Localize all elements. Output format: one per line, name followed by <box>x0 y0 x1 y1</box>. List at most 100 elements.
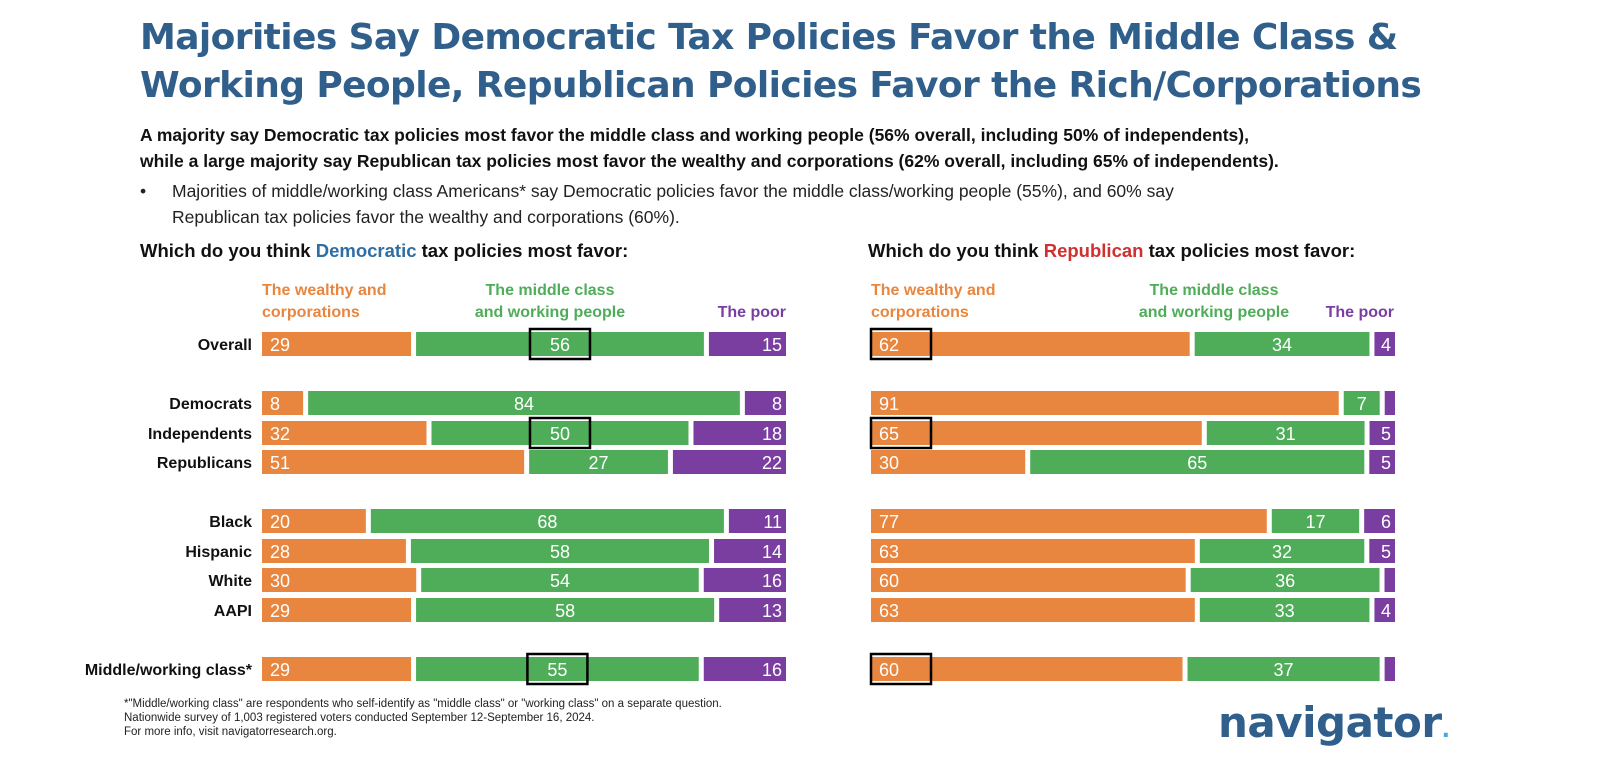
bullet-marker: • <box>140 181 147 201</box>
category-label-independents: Independents <box>148 426 252 443</box>
rep-legend-middle-line1: The middle class <box>1149 282 1279 299</box>
rep-bar-white-the-middle-class-and-working-people <box>1190 568 1380 592</box>
rep-value-overall-the-wealthy-and-corporations: 62 <box>879 335 899 355</box>
subtitle: A majority say Democratic tax policies m… <box>140 122 1560 174</box>
dem-legend-middle-line2: and working people <box>474 304 626 321</box>
rep-bar-democrats-the-wealthy-and-corporations <box>871 391 1339 415</box>
dem-value-independents-the-poor: 18 <box>762 424 782 444</box>
title-line-2: Working People, Republican Policies Favo… <box>140 65 1422 106</box>
footnote-line-1: *"Middle/working class" are respondents … <box>124 698 722 710</box>
dem-bar-overall-the-poor <box>708 332 786 356</box>
rep-bar-democrats-the-middle-class-and-working-people <box>1343 391 1380 415</box>
dem-bar-black-the-middle-class-and-working-people <box>370 509 724 533</box>
dem-bar-democrats-the-poor <box>744 391 786 415</box>
rep-value-white-the-middle-class-and-working-people: 36 <box>1275 571 1295 591</box>
rep-bar-overall-the-middle-class-and-working-people <box>1194 332 1370 356</box>
dem-bar-overall-the-wealthy-and-corporations <box>262 332 412 356</box>
rep-bar-middle-working-class-the-wealthy-and-corporations <box>871 657 1183 681</box>
dem-bar-aapi-the-middle-class-and-working-people <box>416 598 715 622</box>
dem-legend-wealthy: The wealthy and corporations <box>262 280 386 324</box>
page-title: Majorities Say Democratic Tax Policies F… <box>140 14 1560 110</box>
category-label-republicans: Republicans <box>157 455 252 472</box>
rep-legend-wealthy: The wealthy and corporations <box>871 280 995 324</box>
dem-bar-hispanic-the-middle-class-and-working-people <box>410 539 710 563</box>
rep-value-republicans-the-poor: 5 <box>1381 453 1391 473</box>
democratic-panel-title: Which do you think Democratic tax polici… <box>140 240 628 262</box>
category-label-white: White <box>208 573 252 590</box>
rep-bar-white-the-poor <box>1384 568 1395 592</box>
rep-bar-republicans-the-poor <box>1369 450 1395 474</box>
dem-highlight-box-overall <box>528 327 592 361</box>
rep-bar-black-the-wealthy-and-corporations <box>871 509 1267 533</box>
bullet-line-2: Republican tax policies favor the wealth… <box>172 207 680 227</box>
category-label-hispanic: Hispanic <box>185 544 252 561</box>
dem-value-republicans-the-wealthy-and-corporations: 51 <box>270 453 290 473</box>
dem-value-white-the-middle-class-and-working-people: 54 <box>550 571 570 591</box>
category-label-democrats: Democrats <box>169 396 252 413</box>
dem-value-aapi-the-wealthy-and-corporations: 29 <box>270 601 290 621</box>
footnote-line-3: For more info, visit navigatorresearch.o… <box>124 726 337 738</box>
rep-value-black-the-middle-class-and-working-people: 17 <box>1305 512 1325 532</box>
dem-value-white-the-wealthy-and-corporations: 30 <box>270 571 290 591</box>
rep-value-aapi-the-poor: 4 <box>1381 601 1391 621</box>
dem-bar-white-the-wealthy-and-corporations <box>262 568 417 592</box>
rep-legend-wealthy-line1: The wealthy and <box>871 282 996 299</box>
dem-bar-black-the-poor <box>728 509 786 533</box>
bullet-text: Majorities of middle/working class Ameri… <box>140 178 1560 230</box>
republican-panel-title-post: tax policies most favor: <box>1143 240 1356 261</box>
dem-bar-middle-working-class-the-poor <box>703 657 786 681</box>
dem-bar-white-the-middle-class-and-working-people <box>421 568 699 592</box>
rep-bar-democrats-the-poor <box>1384 391 1395 415</box>
dem-bar-democrats-the-wealthy-and-corporations <box>262 391 304 415</box>
dem-value-white-the-poor: 16 <box>762 571 782 591</box>
rep-bar-middle-working-class-the-middle-class-and-working-people <box>1187 657 1380 681</box>
rep-bar-white-the-wealthy-and-corporations <box>871 568 1186 592</box>
dem-value-hispanic-the-middle-class-and-working-people: 58 <box>550 542 570 562</box>
dem-legend-wealthy-line2: corporations <box>262 304 360 321</box>
rep-value-overall-the-poor: 4 <box>1381 335 1391 355</box>
rep-bar-overall-the-wealthy-and-corporations <box>871 332 1190 356</box>
rep-value-aapi-the-middle-class-and-working-people: 33 <box>1275 601 1295 621</box>
dem-bar-independents-the-wealthy-and-corporations <box>262 421 427 445</box>
dem-bar-aapi-the-poor <box>719 598 786 622</box>
dem-bar-republicans-the-middle-class-and-working-people <box>529 450 668 474</box>
dem-value-overall-the-wealthy-and-corporations: 29 <box>270 335 290 355</box>
rep-value-aapi-the-wealthy-and-corporations: 63 <box>879 601 899 621</box>
rep-value-hispanic-the-middle-class-and-working-people: 32 <box>1272 542 1292 562</box>
rep-bar-hispanic-the-poor <box>1369 539 1395 563</box>
category-label-middle-working-class: Middle/working class* <box>85 662 253 679</box>
navigator-logo-mark: . <box>1441 718 1450 743</box>
dem-value-hispanic-the-poor: 14 <box>762 542 782 562</box>
rep-value-independents-the-wealthy-and-corporations: 65 <box>879 424 899 444</box>
dem-value-overall-the-middle-class-and-working-people: 56 <box>550 335 570 355</box>
republican-panel-title: Which do you think Republican tax polici… <box>868 240 1355 262</box>
democratic-panel-title-party: Democratic <box>315 240 417 261</box>
rep-value-independents-the-poor: 5 <box>1381 424 1391 444</box>
dem-bar-republicans-the-wealthy-and-corporations <box>262 450 525 474</box>
dem-legend-middle-line1: The middle class <box>485 282 615 299</box>
subtitle-line-1: A majority say Democratic tax policies m… <box>140 125 1249 145</box>
dem-bar-middle-working-class-the-wealthy-and-corporations <box>262 657 412 681</box>
dem-bar-middle-working-class-the-middle-class-and-working-people <box>416 657 699 681</box>
rep-value-hispanic-the-wealthy-and-corporations: 63 <box>879 542 899 562</box>
rep-legend-middle-line2: and working people <box>1138 304 1290 321</box>
rep-value-democrats-the-wealthy-and-corporations: 91 <box>879 394 899 414</box>
rep-value-white-the-wealthy-and-corporations: 60 <box>879 571 899 591</box>
dem-value-hispanic-the-wealthy-and-corporations: 28 <box>270 542 290 562</box>
category-label-black: Black <box>209 514 252 531</box>
dem-bar-white-the-poor <box>703 568 786 592</box>
dem-value-aapi-the-poor: 13 <box>762 601 782 621</box>
dem-highlight-box-middle-working-class <box>526 652 589 686</box>
title-line-1: Majorities Say Democratic Tax Policies F… <box>140 17 1398 58</box>
dem-value-black-the-poor: 11 <box>763 512 782 532</box>
rep-value-middle-working-class-the-wealthy-and-corporations: 60 <box>879 660 899 680</box>
dem-legend-wealthy-line1: The wealthy and <box>262 282 387 299</box>
democratic-panel-title-post: tax policies most favor: <box>416 240 629 261</box>
dem-legend-poor: The poor <box>717 304 786 321</box>
dem-legend-middle: The middle class and working people <box>460 280 640 324</box>
rep-value-black-the-wealthy-and-corporations: 77 <box>879 512 899 532</box>
rep-bar-republicans-the-middle-class-and-working-people <box>1030 450 1365 474</box>
bullet-point: • Majorities of middle/working class Ame… <box>140 178 1560 230</box>
rep-value-independents-the-middle-class-and-working-people: 31 <box>1276 424 1296 444</box>
